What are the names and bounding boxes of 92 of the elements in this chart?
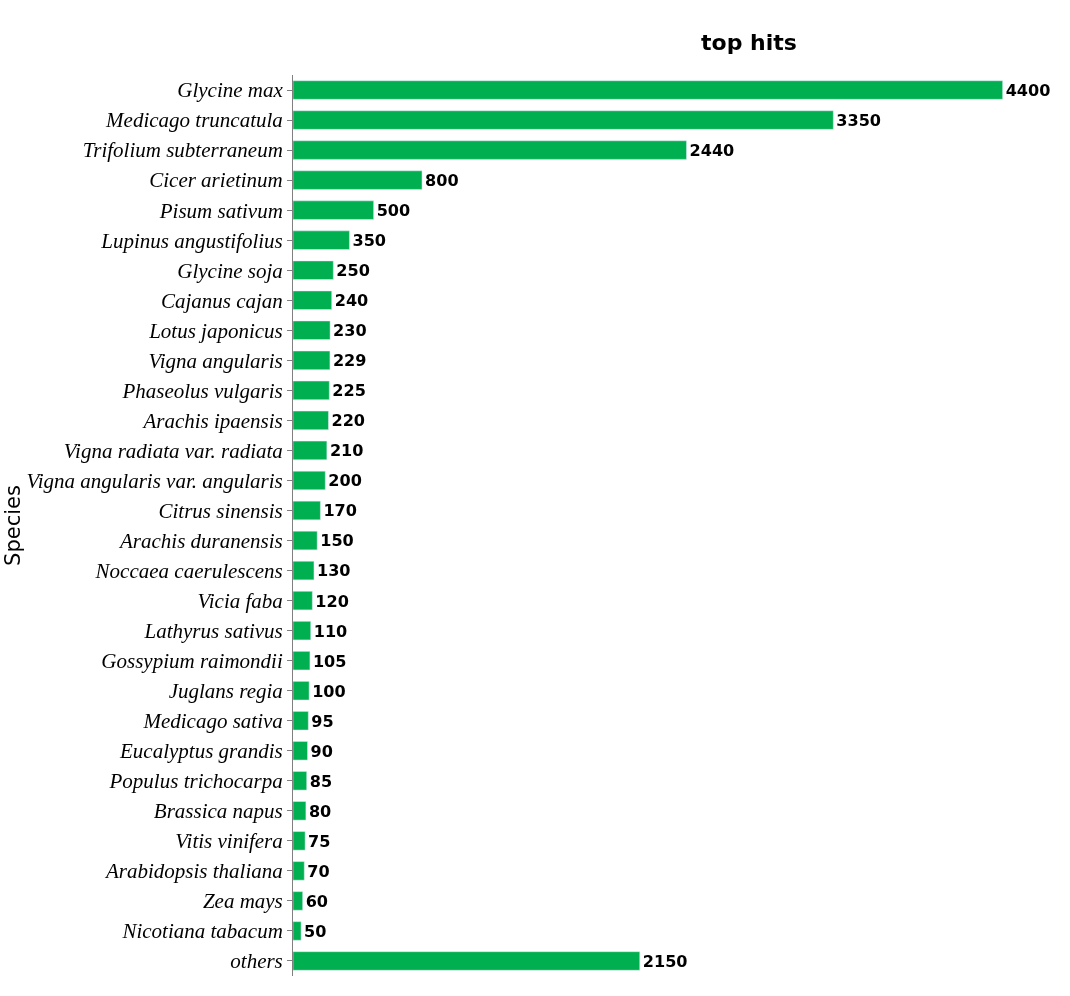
y-tick-label: Lupinus angustifolius [100, 228, 283, 253]
y-tick-label: Pisum sativum [158, 198, 283, 223]
bar [293, 290, 332, 310]
data-label: 2150 [642, 951, 688, 971]
y-tick-label: Populus trichocarpa [108, 769, 283, 794]
y-tick-label: Nicotiana tabacum [121, 919, 283, 944]
bar [293, 801, 307, 821]
bar [293, 410, 329, 430]
data-label: 240 [334, 291, 369, 311]
data-label: 3350 [836, 110, 882, 130]
y-tick-label: Lathyrus sativus [143, 618, 283, 643]
data-label: 230 [333, 321, 367, 341]
y-tick-label: Citrus sinensis [158, 498, 283, 523]
bar [293, 651, 311, 671]
y-tick-label: Vigna angularis var. angularis [26, 468, 283, 493]
data-label: 210 [329, 441, 364, 461]
y-tick-label: Glycine soja [177, 258, 283, 283]
data-label: 75 [308, 831, 331, 851]
data-label: 500 [376, 201, 411, 221]
y-tick-label: Vitis vinifera [175, 829, 283, 854]
bar [293, 80, 1003, 100]
bar [293, 771, 307, 791]
bar [293, 230, 350, 250]
y-tick-label: Arachis duranensis [118, 528, 283, 553]
data-label: 200 [328, 471, 362, 491]
data-label: 110 [313, 621, 348, 641]
data-label: 120 [315, 591, 349, 611]
data-label: 2440 [689, 141, 735, 160]
bar [293, 170, 423, 190]
bar [293, 681, 310, 701]
y-tick-label: Zea mays [202, 889, 283, 914]
data-label: 250 [336, 261, 370, 281]
y-tick-label: Phaseolus vulgaris [121, 378, 283, 403]
bar [293, 320, 331, 340]
bar [293, 891, 303, 911]
bar [293, 711, 309, 731]
data-label: 85 [309, 771, 333, 791]
bar [293, 921, 302, 941]
data-label: 229 [332, 351, 367, 371]
bar [293, 200, 374, 220]
y-tick-label: Gossypium raimondii [101, 649, 283, 673]
y-tick-label: Lotus japonicus [148, 318, 283, 343]
data-label: 800 [425, 171, 459, 191]
bar [293, 951, 641, 971]
bar [293, 560, 315, 581]
data-label: 100 [312, 681, 346, 701]
y-tick-label: others [230, 949, 283, 974]
y-tick-label: Medicago truncatula [105, 108, 283, 133]
chart-title: top hits [701, 30, 797, 56]
bar [293, 831, 306, 851]
y-tick-label: Juglans regia [168, 679, 283, 704]
data-label: 105 [312, 651, 347, 671]
data-label: 50 [304, 921, 327, 941]
y-tick-label: Vicia faba [197, 588, 283, 613]
y-tick-label: Medicago sativa [142, 709, 283, 734]
data-label: 4400 [1005, 80, 1051, 100]
y-tick-label: Vigna angularis [148, 348, 283, 373]
bar [293, 140, 687, 160]
data-label: 220 [331, 411, 366, 431]
bar [293, 440, 328, 460]
bar [293, 500, 321, 521]
y-tick-label: Brassica napus [153, 799, 283, 824]
y-tick-label: Arachis ipaensis [141, 408, 283, 433]
bar [293, 530, 318, 551]
data-label: 225 [332, 381, 366, 401]
data-label: 130 [316, 561, 351, 581]
data-label: 170 [323, 501, 357, 521]
data-label: 60 [305, 891, 329, 911]
y-tick-label: Vigna radiata var. radiata [63, 438, 283, 463]
bar [293, 380, 330, 400]
y-tick-label: Eucalyptus grandis [119, 739, 283, 764]
data-label: 150 [320, 531, 354, 551]
data-label: 350 [352, 231, 387, 251]
bar [293, 260, 334, 280]
y-tick-label: Glycine max [177, 78, 284, 103]
bar [293, 470, 326, 491]
y-tick-label: Cicer arietinum [149, 168, 283, 193]
data-label: 70 [307, 861, 330, 881]
bar [293, 110, 834, 130]
data-label: 95 [311, 711, 334, 731]
bar [293, 861, 305, 881]
bar [293, 350, 331, 370]
data-label: 80 [308, 801, 332, 821]
bar [293, 621, 311, 641]
y-axis-title: Species [0, 485, 25, 566]
y-tick-label: Noccaea caerulescens [94, 558, 283, 583]
bar [293, 591, 313, 611]
y-tick-label: Trifolium subterraneum [82, 138, 283, 163]
data-label: 90 [310, 741, 333, 761]
y-tick-label: Cajanus cajan [160, 288, 283, 313]
bar [293, 741, 308, 761]
y-tick-label: Arabidopsis thaliana [104, 859, 283, 884]
